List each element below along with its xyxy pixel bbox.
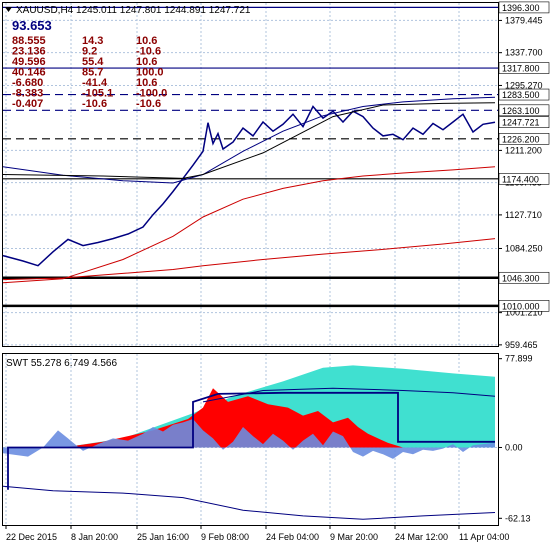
level-label-box	[498, 62, 550, 74]
y-tick-label: 1001.210	[505, 308, 543, 318]
oscillator-area	[3, 419, 495, 459]
level-label: 1283.500	[502, 90, 540, 100]
level-label-box	[498, 133, 550, 145]
indicator-value: 85.7	[82, 67, 103, 79]
indicator-value: -100.0	[136, 88, 167, 100]
indicator-value: -6.680	[12, 77, 43, 89]
level-label: 1226.200	[502, 134, 540, 144]
y-tick-label: 1084.250	[505, 243, 543, 253]
moving-average-line	[2, 238, 496, 281]
indicator-value: -0.407	[12, 98, 43, 110]
level-label-box	[498, 1, 550, 14]
oscillator-title: SWT 55.278 6.749 4.566	[6, 358, 117, 369]
x-tick-label: 25 Jan 16:00	[137, 532, 189, 542]
level-label-box	[498, 173, 550, 185]
price-line	[2, 105, 496, 267]
level-labels: 1396.300 1317.800 1283.500 1263.100 1247.721…	[498, 1, 550, 312]
level-label-box	[498, 104, 550, 117]
indicator-value: 49.596	[12, 56, 46, 68]
indicator-value: 23.136	[12, 46, 46, 58]
indicator-value: 88.555	[12, 35, 46, 47]
indicator-value: -10.6	[82, 98, 107, 110]
y-tick-label: -62.13	[505, 513, 531, 523]
indicator-value: 10.6	[136, 35, 157, 47]
signal-line	[7, 391, 495, 490]
level-label-box	[498, 116, 550, 128]
moving-average-line	[2, 102, 496, 179]
band-lower-line	[2, 485, 496, 520]
price-grid	[3, 3, 498, 346]
moving-average-line	[2, 166, 496, 284]
indicator-value: -41.4	[82, 77, 108, 89]
level-label: 1317.800	[502, 64, 540, 74]
level-label-box	[498, 88, 550, 101]
band-upper-line	[202, 387, 496, 403]
level-label: 1263.100	[502, 106, 540, 116]
indicator-value: 55.4	[82, 56, 104, 68]
header-value: 93.653	[12, 18, 52, 33]
y-tick-label: 1295.270	[505, 80, 543, 90]
indicator-value: -10.6	[136, 98, 161, 110]
chart-title: XAUUSD,H4 1245.011 1247.801 1244.891 124…	[16, 5, 251, 16]
x-tick-label: 24 Feb 04:00	[266, 532, 319, 542]
x-tick-label: 9 Feb 08:00	[201, 532, 249, 542]
level-label-box	[498, 271, 550, 284]
indicator-value: 100.0	[136, 67, 164, 79]
x-tick-label: 22 Dec 2015	[6, 532, 57, 542]
y-tick-label: 959.465	[505, 340, 538, 350]
time-axis: 22 Dec 2015 8 Jan 20:00 25 Jan 16:00 9 Feb …	[5, 525, 509, 542]
price-levels	[3, 6, 498, 308]
bullish-area	[3, 388, 403, 448]
indicator-value: 40.146	[12, 67, 46, 79]
collapse-arrow-icon[interactable]	[5, 7, 12, 12]
oscillator-series	[2, 365, 496, 520]
level-label-box	[498, 300, 550, 312]
x-tick-label: 24 Mar 12:00	[395, 532, 448, 542]
indicator-value: -105.1	[82, 88, 113, 100]
indicator-value: 14.3	[82, 35, 103, 47]
level-label: 1247.721	[502, 118, 540, 128]
price-panel[interactable]	[2, 2, 499, 347]
indicator-table: 88.555 14.3 10.6 23.136 9.2 -10.6 49.596 55.4 10…	[12, 35, 167, 110]
x-tick-label: 8 Jan 20:00	[71, 532, 118, 542]
level-label: 1046.300	[502, 273, 540, 283]
indicator-value: 10.6	[136, 77, 157, 89]
price-series	[2, 96, 496, 284]
x-tick-label: 9 Mar 20:00	[330, 532, 378, 542]
y-tick-label: 1127.710	[505, 210, 542, 220]
x-tick-label: 11 Apr 04:00	[459, 532, 509, 542]
y-tick-label: 77.899	[505, 354, 533, 364]
level-label: 1010.000	[502, 301, 540, 311]
y-tick-label: 1211.200	[505, 145, 542, 155]
level-label: 1174.400	[502, 174, 539, 184]
y-tick-label: 1337.700	[505, 48, 543, 58]
indicator-value: 10.6	[136, 56, 157, 68]
level-label: 1396.300	[502, 3, 540, 13]
moving-average-line	[2, 96, 496, 184]
indicator-value: -8.383	[12, 88, 43, 100]
indicator-value: 9.2	[82, 46, 97, 58]
y-tick-label: 1379.445	[505, 15, 543, 25]
y-tick-label: 0.00	[505, 442, 523, 452]
oscillator-axis: 77.899 0.00 -62.13	[498, 354, 533, 523]
indicator-value: -10.6	[136, 46, 161, 58]
